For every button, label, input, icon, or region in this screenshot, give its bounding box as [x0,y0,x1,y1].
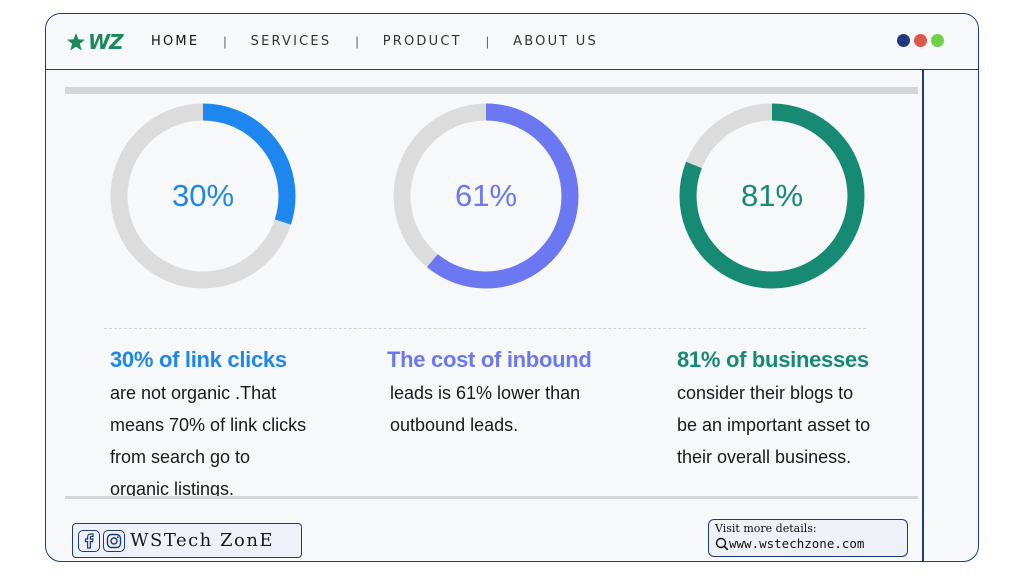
facebook-glyph [84,532,94,549]
content-bottom-bar [65,496,918,499]
main-nav: HOME | SERVICES | PRODUCT | ABOUT US [151,34,598,49]
stat-block-1: 30% of link clicks are not organic .That… [110,347,306,505]
search-icon [715,537,729,551]
donut-svg [679,103,865,289]
donut-svg [110,103,296,289]
stat-body-line: their overall business. [677,447,852,467]
stat-body-line: consider their blogs to [677,383,854,403]
nav-home[interactable]: HOME [151,34,200,49]
stat-headline: 30% of link clicks [110,347,287,372]
donut-chart-2: 61% [391,101,581,291]
stat-headline: 81% of businesses [677,347,869,372]
donut-arc [110,103,296,289]
stat-body: consider their blogs to be an important … [677,377,870,473]
stat-block-2: The cost of inbound leads is 61% lower t… [387,347,592,441]
window-dot-green[interactable] [931,34,944,47]
nav-separator: | [355,34,359,49]
website-url: www.wstechzone.com [729,536,865,551]
donut-chart-3: 81% [677,101,867,291]
window-controls [897,34,944,47]
instagram-glyph [106,533,122,548]
window-dot-red[interactable] [914,34,927,47]
nav-separator: | [223,34,227,49]
stat-body-line: leads is 61% lower than [390,383,581,403]
donut-svg [393,103,579,289]
nav-about-us[interactable]: ABOUT US [513,34,598,49]
donut-percent-label: 30% [171,178,235,213]
website-link[interactable]: www.wstechzone.com [715,535,901,553]
stat-headline: The cost of inbound [387,347,592,372]
visit-details-box[interactable]: Visit more details: www.wstechzone.com [708,519,908,557]
star-icon [67,33,85,51]
nav-separator: | [485,34,490,49]
nav-product[interactable]: PRODUCT [382,34,462,49]
visit-title: Visit more details: [715,522,817,535]
site-logo[interactable]: WZ [66,30,124,54]
stat-body: leads is 61% lower than outbound leads. [390,377,592,441]
window-dot-blue[interactable] [897,34,910,47]
content-top-bar [65,87,918,94]
stat-body-line: be an important asset to [677,415,871,435]
nav-services[interactable]: SERVICES [250,34,332,49]
stat-block-3: 81% of businesses consider their blogs t… [677,347,870,473]
brand-name: WSTech ZonE [130,530,275,551]
stat-body-line: are not organic .That [110,383,277,403]
donut-arc [393,103,579,289]
facebook-icon[interactable] [78,529,100,552]
donut-percent-label: 81% [740,178,804,213]
stat-body-line: outbound leads. [390,415,519,435]
logo-text: WZ [88,30,124,54]
instagram-icon[interactable] [103,529,125,552]
top-navbar: WZ HOME | SERVICES | PRODUCT | ABOUT US [46,14,978,70]
donut-arc [679,103,865,289]
stat-body-line: organic listings. [110,479,235,499]
section-divider [104,328,866,329]
scrollbar-divider [922,70,924,561]
social-brand-box: WSTech ZonE [72,523,302,558]
donut-percent-label: 61% [454,178,518,213]
stat-body: are not organic .That means 70% of link … [110,377,306,505]
window-frame: WZ HOME | SERVICES | PRODUCT | ABOUT US … [45,13,979,562]
stat-body-line: means 70% of link clicks [110,415,307,435]
stat-body-line: from search go to [110,447,251,467]
donut-chart-1: 30% [108,101,298,291]
